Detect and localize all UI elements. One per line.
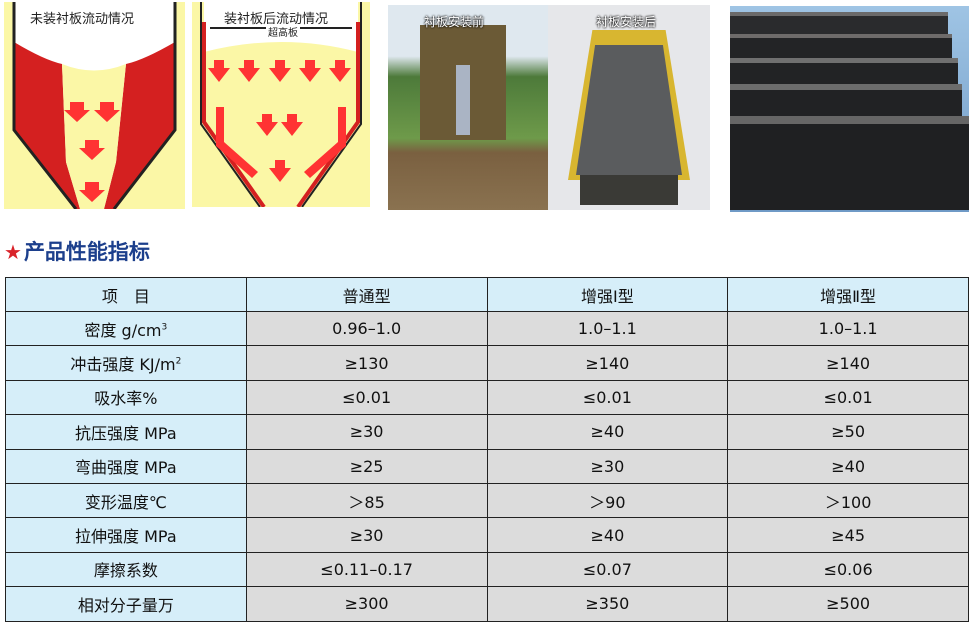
value-cell: ≤0.07: [486, 551, 729, 588]
star-icon: ★: [4, 240, 22, 264]
photo-before-caption: 衬板安装前: [424, 15, 485, 29]
row-label-superscript: 3: [161, 322, 168, 333]
truck-after-photo: 衬板安装后: [548, 5, 710, 210]
row-label-text: 变形温度℃: [84, 492, 167, 512]
row-label-text: 相对分子量万: [77, 595, 174, 615]
photo-after-caption: 衬板安装后: [596, 15, 657, 29]
row-label-text: 摩擦系数: [93, 561, 158, 581]
value-cell: ≤0.01: [727, 379, 969, 416]
value-cell: ＞100: [727, 482, 969, 519]
truck-before-photo: 衬板安装前: [388, 5, 548, 210]
table-row: 弯曲强度 MPa ≥25 ≥30 ≥40: [5, 448, 969, 484]
value-cell: ≥30: [245, 517, 488, 553]
row-label: 弯曲强度 MPa: [5, 448, 247, 484]
row-label: 吸水率%: [5, 379, 247, 416]
value-cell: ≥40: [727, 448, 969, 484]
row-label: 拉伸强度 MPa: [5, 517, 247, 553]
value-cell: 1.0–1.1: [486, 310, 729, 347]
hopper-after-illustration: [200, 2, 362, 209]
table-row: 抗压强度 MPa ≥30 ≥40 ≥50: [5, 414, 969, 450]
table-row: 摩擦系数 ≤0.11–0.17 ≤0.07 ≤0.06: [5, 551, 969, 588]
value-cell: ≥500: [727, 586, 969, 622]
value-cell: ≥45: [727, 517, 969, 553]
value-cell: ≤0.06: [727, 551, 969, 588]
flow-after-sublabel: 超高板: [266, 24, 300, 39]
table-row: 变形温度℃ ＞85 ＞90 ＞100: [5, 482, 969, 519]
value-cell: ≥130: [245, 345, 488, 381]
section-title-text: 产品性能指标: [23, 240, 150, 264]
section-title: ★产品性能指标: [4, 236, 150, 266]
value-cell: ≥25: [245, 448, 488, 484]
row-label-text: 冲击强度 KJ/m: [70, 355, 176, 375]
row-label: 密度 g/cm3: [5, 310, 247, 347]
value-cell: ≥350: [486, 586, 729, 622]
row-label-text: 抗压强度 MPa: [75, 423, 177, 443]
table-row: 密度 g/cm3 0.96–1.0 1.0–1.1 1.0–1.1: [5, 310, 969, 347]
row-label-superscript: 2: [175, 356, 182, 367]
value-cell: ≥50: [727, 414, 969, 450]
row-label: 相对分子量万: [5, 586, 247, 622]
hopper-before-illustration: [12, 2, 177, 210]
table-header-row: 项 目 普通型 增强Ⅰ型 增强Ⅱ型: [5, 277, 969, 312]
row-label: 摩擦系数: [5, 551, 247, 588]
header-cell: 普通型: [245, 277, 488, 312]
flow-before-caption: 未装衬板流动情况: [30, 12, 135, 27]
row-label-text: 密度 g/cm: [84, 320, 162, 340]
value-cell: ＞90: [486, 482, 729, 519]
value-cell: 1.0–1.1: [727, 310, 969, 347]
row-label: 冲击强度 KJ/m2: [5, 345, 247, 381]
value-cell: ≤0.01: [245, 379, 488, 416]
row-label-text: 吸水率%: [94, 389, 158, 409]
value-cell: ≥140: [486, 345, 729, 381]
value-cell: ≥30: [245, 414, 488, 450]
table-row: 吸水率% ≤0.01 ≤0.01 ≤0.01: [5, 379, 969, 416]
table-row: 相对分子量万 ≥300 ≥350 ≥500: [5, 586, 969, 622]
value-cell: ≥40: [486, 414, 729, 450]
table-row: 冲击强度 KJ/m2 ≥130 ≥140 ≥140: [5, 345, 969, 381]
value-cell: ≥140: [727, 345, 969, 381]
value-cell: ≥300: [245, 586, 488, 622]
performance-table: 项 目 普通型 增强Ⅰ型 增强Ⅱ型 密度 g/cm3 0.96–1.0 1.0–1.…: [5, 277, 969, 622]
header-cell: 增强Ⅰ型: [486, 277, 729, 312]
row-label-text: 弯曲强度 MPa: [75, 458, 177, 478]
header-cell: 增强Ⅱ型: [727, 277, 969, 312]
row-label: 抗压强度 MPa: [5, 414, 247, 450]
value-cell: ≤0.01: [486, 379, 729, 416]
value-cell: ≥40: [486, 517, 729, 553]
value-cell: ＞85: [245, 482, 488, 519]
flow-after-caption: 装衬板后流动情况: [224, 12, 329, 27]
flow-before-diagram: 未装衬板流动情况: [4, 2, 185, 210]
value-cell: ≥30: [486, 448, 729, 484]
header-cell: 项 目: [5, 277, 247, 312]
flow-after-diagram: 装衬板后流动情况 超高板: [192, 2, 370, 209]
row-label-text: 拉伸强度 MPa: [75, 527, 177, 547]
uhmwpe-sheets-photo: [730, 6, 969, 212]
value-cell: ≤0.11–0.17: [245, 551, 488, 588]
value-cell: 0.96–1.0: [245, 310, 488, 347]
table-row: 拉伸强度 MPa ≥30 ≥40 ≥45: [5, 517, 969, 553]
row-label: 变形温度℃: [5, 482, 247, 519]
